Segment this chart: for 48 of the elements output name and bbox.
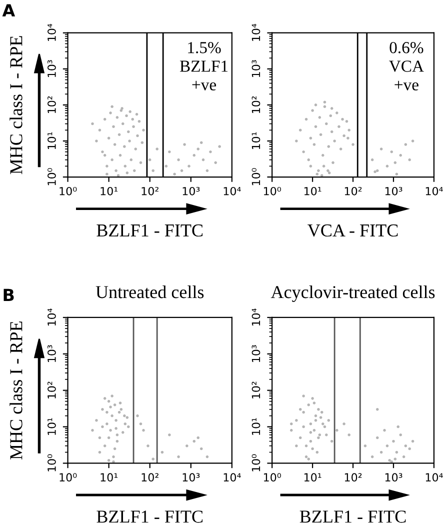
y-axis-title: MHC class I - RPE [10,36,22,174]
y-tick-label: 10¹ [48,418,56,435]
y-tick-label: 10³ [48,345,56,362]
chart-title: Untreated cells [96,285,204,298]
y-tick-label: 10² [48,96,56,114]
y-tick-label: 10¹ [252,418,260,435]
x-axis-title: BZLF1 - FITC [96,510,203,523]
x-tick-label: 10² [142,473,158,482]
y-tick-label: 10¹ [252,132,260,150]
y-axis-title: MHC class I - RPE [10,322,22,460]
y-tick-label: 10¹ [48,132,56,150]
y-tick-label: 10⁴ [48,24,56,41]
y-tick-label: 10³ [48,60,56,77]
x-tick-label: 10² [344,473,362,482]
text: A [2,4,16,16]
y-tick-label: 10² [252,382,260,398]
x-tick-label: 10¹ [304,186,322,196]
x-tick-label: 10¹ [100,473,118,482]
x-axis-title: VCA - FITC [308,224,398,237]
x-axis-title: BZLF1 - FITC [300,510,406,523]
annotation: 1.5% BZLF1 +ve [180,42,228,90]
x-tick-label: 10⁴ [224,186,241,196]
x-tick-label: 10⁰ [264,473,281,482]
y-tick-label: 10⁴ [252,308,260,326]
x-tick-label: 10¹ [100,186,118,196]
y-tick-label: 10⁴ [48,308,56,326]
y-tick-label: 10³ [252,60,260,77]
x-tick-label: 10⁰ [60,473,77,482]
x-tick-label: 10¹ [304,473,322,482]
x-tick-label: 10⁰ [60,186,77,196]
x-tick-label: 10⁴ [224,473,241,482]
y-tick-label: 10² [48,382,56,398]
x-tick-label: 10² [142,186,158,196]
annotation: 0.6% VCA +ve [389,42,424,90]
x-tick-label: 10⁴ [426,473,443,482]
y-tick-label: 10⁴ [252,24,260,41]
x-tick-label: 10³ [182,186,200,196]
chart-title: Acyclovir-treated cells [270,285,435,302]
x-axis-title: BZLF1 - FITC [96,224,203,237]
y-tick-label: 10³ [252,345,260,362]
x-tick-label: 10³ [385,186,402,196]
x-tick-label: 10⁰ [264,186,281,196]
x-tick-label: 10² [344,186,362,196]
text: B [4,288,14,301]
x-tick-label: 10⁴ [426,186,443,196]
y-tick-label: 10² [252,96,260,114]
x-tick-label: 10³ [385,473,402,482]
x-tick-label: 10³ [182,473,200,482]
